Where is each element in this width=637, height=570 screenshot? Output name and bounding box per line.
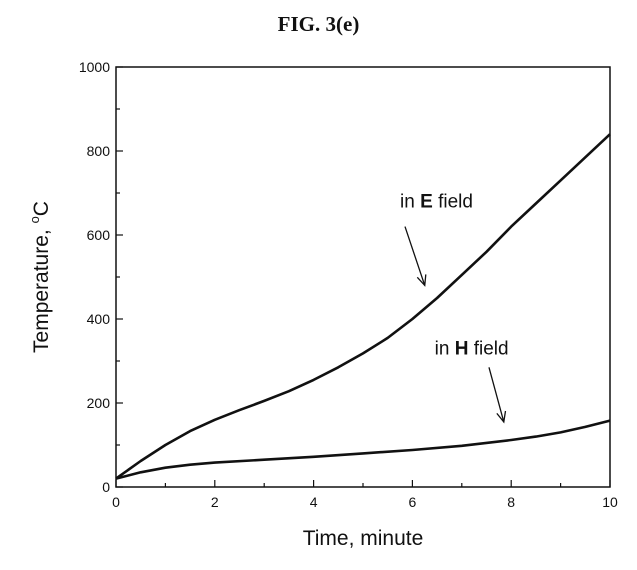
annotation-e-field: in E field [400,192,473,213]
y-axis-label: Temperature, oC [27,201,53,353]
y-axis-ticks: 0 200 400 600 800 1000 [79,59,123,495]
annotation-h-field: in H field [435,339,509,360]
y-tick-label: 1000 [79,59,110,75]
y-axis-label-text: Temperature, [30,223,53,353]
x-axis-label: Time, minute [303,527,424,550]
y-tick-label: 200 [87,395,111,411]
figure-title: FIG. 3(e) [277,12,360,36]
annotation-arrow-shaft [404,226,426,286]
x-tick-label: 8 [507,494,515,510]
x-tick-label: 6 [409,494,417,510]
y-axis-label-degree: o [27,216,42,223]
plot-frame [115,66,611,488]
annotation-arrow-head [416,274,427,287]
x-tick-label: 10 [602,494,618,510]
series-layer [115,133,611,480]
annotation-layer: in E field in H field [400,192,509,424]
series-line-h-field [115,419,611,480]
x-tick-label: 2 [211,494,219,510]
y-tick-label: 600 [87,227,111,243]
x-tick-label: 4 [310,494,318,510]
series-line-e-field [115,133,611,480]
y-tick-label: 800 [87,143,111,159]
x-tick-label: 0 [112,494,120,510]
y-axis-label-unit: C [30,201,53,216]
annotation-arrow-head [496,410,507,424]
annotation-arrow-shaft [488,367,505,423]
y-tick-label: 0 [102,479,110,495]
y-tick-label: 400 [87,311,111,327]
x-axis-ticks: 0 2 4 6 8 10 [112,480,618,510]
